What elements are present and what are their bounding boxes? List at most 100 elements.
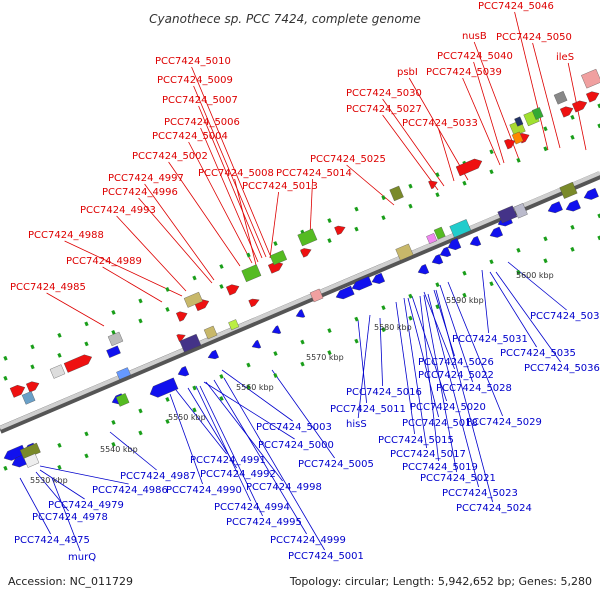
gene-label-lower[interactable]: PCC7424_5011 [330, 404, 406, 415]
gene-label-lower[interactable]: PCC7424_5026 [418, 357, 494, 368]
gene-label-upper[interactable]: PCC7424_4985 [10, 282, 86, 293]
label-leader-line [309, 178, 313, 237]
label-leader-line [435, 289, 493, 503]
tick-mark [111, 329, 116, 335]
gene-label-upper[interactable]: PCC7424_5004 [152, 131, 228, 142]
tick-mark [273, 373, 278, 378]
gene-label-lower[interactable]: PCC7424_5028 [436, 383, 512, 394]
gene-label-lower[interactable]: PCC7424_4978 [32, 512, 108, 523]
gene-label-upper[interactable]: PCC7424_4997 [108, 173, 184, 184]
gene-label-lower[interactable]: PCC7424_4992 [200, 469, 276, 480]
tick-mark [543, 236, 548, 242]
gene-label-lower[interactable]: PCC7424_5019 [402, 462, 478, 473]
tick-mark [246, 252, 251, 258]
tick-mark [381, 195, 386, 201]
gene-label-lower[interactable]: PCC7424_4998 [246, 482, 322, 493]
gene-label-upper[interactable]: PCC7424_5025 [310, 154, 386, 165]
tick-mark [165, 397, 170, 402]
gene-label-upper[interactable]: nusB [462, 31, 487, 42]
gene-label-upper[interactable]: PCC7424_5046 [478, 1, 554, 12]
gene-label-upper[interactable]: PCC7424_5039 [426, 67, 502, 78]
gene-label-lower[interactable]: PCC7424_5015 [378, 435, 454, 446]
gene-label-upper[interactable]: PCC7424_5009 [157, 75, 233, 86]
gene-label-lower[interactable]: PCC7424_5017 [390, 449, 466, 460]
gene-label-lower[interactable]: PCC7424_4995 [226, 517, 302, 528]
label-leader-line [64, 240, 183, 297]
gene-label-lower[interactable]: PCC7424_5024 [456, 503, 532, 514]
gene-label-upper[interactable]: PCC7424_4988 [28, 230, 104, 241]
gene-label-upper[interactable]: PCC7424_4989 [66, 256, 142, 267]
gene-label-lower[interactable]: PCC7424_5029 [466, 417, 542, 428]
gene-label-upper[interactable]: PCC7424_5014 [276, 168, 352, 179]
tick-mark [516, 269, 521, 275]
tick-mark [408, 203, 413, 209]
forward-gene-arrow [504, 139, 516, 150]
gene-label-lower[interactable]: PCC7424_5018 [402, 418, 478, 429]
tick-mark [138, 298, 143, 304]
reverse-gene-arrow [417, 264, 430, 275]
gene-label-lower[interactable]: murQ [68, 552, 96, 563]
label-leader-line [382, 114, 439, 191]
gene-label-lower[interactable]: PCC7424_5016 [346, 387, 422, 398]
reverse-gene-arrow [489, 226, 504, 238]
reverse-gene-arrow [271, 325, 282, 334]
gene-label-upper[interactable]: PCC7424_5010 [155, 56, 231, 67]
gene-label-upper[interactable]: PCC7424_5008 [198, 168, 274, 179]
forward-gene-arrow [176, 311, 188, 322]
gene-label-lower[interactable]: PCC7424_5020 [410, 402, 486, 413]
label-leader-line [382, 98, 445, 187]
gene-label-upper[interactable]: PCC7424_4993 [80, 205, 156, 216]
gene-label-upper[interactable]: PCC7424_5006 [164, 117, 240, 128]
gene-label-lower[interactable]: PCC7424_5000 [258, 440, 334, 451]
gene-label-lower[interactable]: PCC7424_5003 [256, 422, 332, 433]
gene-label-lower[interactable]: PCC7424_4975 [14, 535, 90, 546]
gene-box [511, 131, 524, 145]
reverse-gene-arrow [177, 366, 190, 377]
gene-label-lower[interactable]: PCC7424_5005 [298, 459, 374, 470]
gene-label-upper[interactable]: PCC7424_5040 [437, 51, 513, 62]
gene-label-lower[interactable]: PCC7424_5021 [420, 473, 496, 484]
tick-mark [165, 419, 170, 424]
gene-label-lower[interactable]: PCC7424_5023 [442, 488, 518, 499]
gene-label-upper[interactable]: PCC7424_5030 [346, 88, 422, 99]
tick-mark [381, 327, 386, 333]
gene-label-upper[interactable]: PCC7424_5050 [496, 32, 572, 43]
gene-label-upper[interactable]: PCC7424_4996 [102, 187, 178, 198]
tick-mark [84, 341, 89, 347]
gene-label-upper[interactable]: PCC7424_5007 [162, 95, 238, 106]
gene-label-lower[interactable]: PCC7424_4994 [214, 502, 290, 513]
gene-label-lower[interactable]: PCC7424_5038 [530, 311, 600, 322]
gene-label-upper[interactable]: PCC7424_5033 [402, 118, 478, 129]
forward-gene-arrow [176, 334, 186, 342]
gene-label-lower[interactable]: PCC7424_4999 [270, 535, 346, 546]
tick-mark [354, 338, 359, 344]
gene-label-lower[interactable]: PCC7424_4991 [190, 455, 266, 466]
gene-box [241, 264, 262, 283]
gene-label-upper[interactable]: PCC7424_5027 [346, 104, 422, 115]
gene-label-upper[interactable]: psbI [397, 67, 418, 78]
gene-label-lower[interactable]: PCC7424_4987 [120, 471, 196, 482]
gene-label-lower[interactable]: PCC7424_4990 [166, 485, 242, 496]
tick-mark [300, 361, 305, 367]
label-leader-line [514, 11, 549, 151]
tick-mark [354, 316, 359, 322]
gene-label-lower[interactable]: PCC7424_5031 [452, 334, 528, 345]
label-leader-line [46, 292, 105, 327]
label-leader-line [175, 389, 227, 455]
gene-label-lower[interactable]: PCC7424_4986 [92, 485, 168, 496]
gene-label-lower[interactable]: PCC7424_4979 [48, 500, 124, 511]
reverse-gene-arrow [207, 349, 219, 360]
forward-gene-arrow [428, 180, 438, 190]
gene-label-lower[interactable]: PCC7424_5022 [418, 370, 494, 381]
scale-label: 5550 kbp [168, 413, 206, 422]
gene-label-lower[interactable]: hisS [346, 419, 367, 430]
label-leader-line [439, 284, 473, 383]
gene-label-upper[interactable]: PCC7424_5002 [132, 151, 208, 162]
gene-label-lower[interactable]: PCC7424_5001 [288, 551, 364, 562]
tick-mark [165, 287, 170, 292]
gene-label-lower[interactable]: PCC7424_5036 [524, 363, 600, 374]
gene-label-upper[interactable]: PCC7424_5013 [242, 181, 318, 192]
forward-gene-arrow [455, 158, 483, 177]
gene-label-lower[interactable]: PCC7424_5035 [500, 348, 576, 359]
gene-label-upper[interactable]: ileS [556, 52, 574, 63]
